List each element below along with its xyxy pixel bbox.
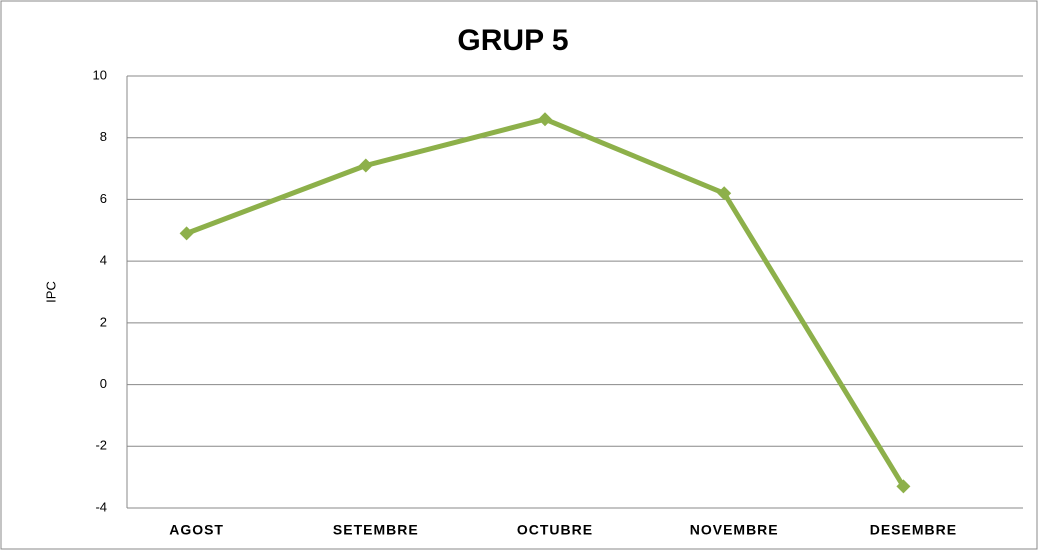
data-point: [538, 112, 552, 127]
y-axis-label: IPC: [43, 281, 58, 303]
x-tick-label: SETEMBRE: [333, 522, 419, 538]
y-tick-label: 4: [100, 253, 107, 268]
y-tick-label: 2: [100, 314, 107, 329]
x-tick-label: NOVEMBRE: [690, 522, 779, 538]
data-point: [896, 479, 911, 494]
y-tick-label: 6: [100, 191, 107, 206]
chart-title: GRUP 5: [457, 24, 568, 57]
data-point: [717, 186, 732, 201]
y-tick-label: -2: [95, 438, 107, 453]
x-tick-label: AGOST: [169, 522, 224, 538]
y-tick-label: 0: [100, 376, 107, 391]
y-tick-label: -4: [95, 499, 107, 514]
data-point: [358, 158, 373, 173]
data-point: [179, 226, 194, 241]
y-tick-label: 10: [93, 67, 107, 82]
y-tick-label: 8: [100, 129, 107, 144]
x-tick-label: DESEMBRE: [870, 522, 957, 538]
x-tick-label: OCTUBRE: [517, 522, 593, 538]
